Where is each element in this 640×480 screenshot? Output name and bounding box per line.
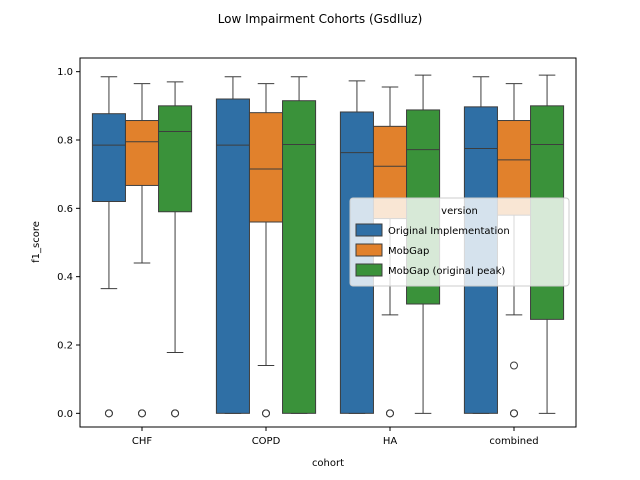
- outlier-point: [138, 409, 146, 418]
- x-tick-label: combined: [489, 436, 538, 447]
- box-iqr: [282, 100, 317, 414]
- y-tick-label: 1.0: [57, 67, 73, 78]
- legend-entry-label: MobGap (original peak): [388, 266, 505, 277]
- box-CHF-series-2: [158, 81, 193, 418]
- plot-frame: [79, 57, 577, 428]
- y-tick-label: 0.8: [57, 136, 73, 147]
- y-tick-label: 0.6: [57, 204, 73, 215]
- box-CHF-series-0: [91, 76, 126, 418]
- y-axis-label: f1_score: [31, 221, 42, 263]
- box-COPD-series-0: [215, 76, 250, 414]
- legend-entry-label: Original Implementation: [388, 226, 510, 237]
- y-tick-label: 0.4: [57, 272, 73, 283]
- box-iqr: [248, 112, 284, 223]
- outlier-point: [510, 409, 518, 418]
- x-axis-label: cohort: [312, 458, 344, 469]
- outlier-point: [510, 361, 518, 370]
- chart-title: Low Impairment Cohorts (GsdIluz): [218, 12, 423, 26]
- box-CHF-series-1: [124, 83, 160, 418]
- x-tick-label: CHF: [132, 436, 153, 447]
- y-tick-label: 0.0: [57, 409, 73, 420]
- box-COPD-series-2: [282, 76, 317, 414]
- outlier-point: [171, 409, 180, 418]
- legend-entry-label: MobGap: [388, 246, 429, 257]
- legend: version Original Implementation MobGap MobG…: [349, 197, 570, 287]
- legend-box: [349, 197, 570, 287]
- outlier-point: [386, 409, 394, 418]
- outlier-point: [104, 409, 113, 418]
- legend-title: version: [441, 206, 478, 217]
- x-tick-label: COPD: [252, 436, 281, 447]
- legend-swatch: [355, 243, 383, 257]
- box-iqr: [215, 98, 250, 414]
- box-iqr: [124, 120, 160, 186]
- legend-swatch: [355, 263, 383, 277]
- y-tick-label: 0.2: [57, 341, 73, 352]
- legend-swatch: [355, 223, 383, 237]
- box-iqr: [158, 105, 193, 213]
- box-COPD-series-1: [248, 83, 284, 418]
- box-iqr: [91, 113, 126, 202]
- axes: 0.0 0.2 0.4 0.6 0.8 1.0 CHF COPD HA combined: [57, 57, 577, 447]
- x-tick-label: HA: [383, 436, 398, 447]
- outlier-point: [262, 409, 270, 418]
